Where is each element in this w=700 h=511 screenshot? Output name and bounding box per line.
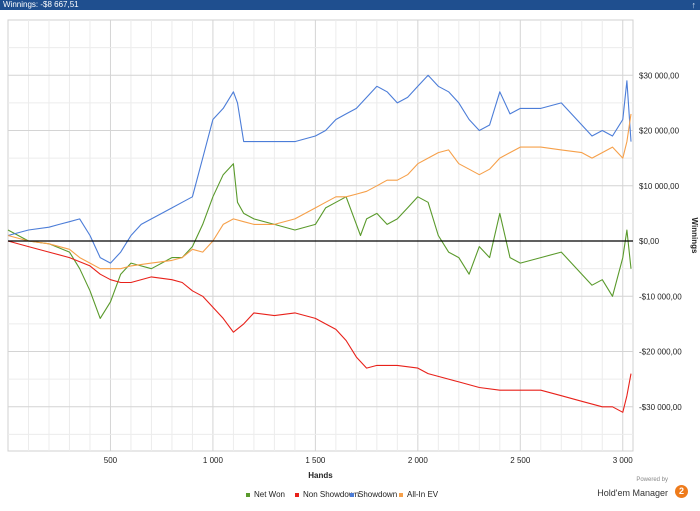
x-tick-label: 1 000 bbox=[203, 456, 224, 465]
y-tick-label: -$20 000,00 bbox=[639, 348, 682, 357]
powered-by-label: Powered by bbox=[636, 477, 668, 483]
series-line-non-showdown bbox=[7, 240, 632, 413]
legend-item[interactable]: Net Won bbox=[246, 490, 285, 499]
y-tick-label: -$30 000,00 bbox=[639, 403, 682, 412]
legend-swatch bbox=[295, 492, 299, 497]
legend-label: Non Showdown bbox=[303, 490, 360, 499]
x-tick-label: 1 500 bbox=[305, 456, 326, 465]
x-tick-label: 2 500 bbox=[510, 456, 531, 465]
winnings-chart: 500 1 000 1 500 2 000 2 500 3 000 $30 000,00 $2… bbox=[7, 19, 699, 480]
title-bar: Winnings: -$8 667,51 ↑ bbox=[0, 0, 700, 10]
y-tick-label: $10 000,00 bbox=[639, 182, 680, 191]
window-title: Winnings: -$8 667,51 bbox=[3, 0, 79, 9]
legend-swatch bbox=[350, 492, 354, 497]
legend-item[interactable]: Non Showdown bbox=[295, 490, 359, 499]
legend-swatch bbox=[246, 492, 250, 497]
legend-item[interactable]: All-In EV bbox=[399, 490, 438, 499]
hem-logo-icon: 2 bbox=[675, 485, 688, 498]
series-line-showdown bbox=[7, 74, 632, 264]
branding: Powered by Hold'em Manager 2 bbox=[568, 477, 688, 503]
legend-swatch bbox=[399, 492, 403, 497]
x-tick-label: 2 000 bbox=[408, 456, 429, 465]
y-tick-label: $20 000,00 bbox=[639, 127, 680, 136]
y-tick-label: $30 000,00 bbox=[639, 71, 680, 80]
y-axis-label: Winnings bbox=[690, 218, 699, 254]
legend-label: Showdown bbox=[358, 490, 398, 499]
series-line-net-won bbox=[7, 163, 632, 319]
legend: Net Won Non Showdown Showdown All-In EV bbox=[0, 490, 700, 502]
pin-icon[interactable]: ↑ bbox=[691, 0, 697, 10]
plot-background bbox=[7, 19, 634, 452]
x-tick-label: 3 000 bbox=[613, 456, 634, 465]
x-tick-label: 500 bbox=[104, 456, 118, 465]
legend-item[interactable]: Showdown bbox=[350, 490, 397, 499]
legend-label: All-In EV bbox=[407, 490, 439, 499]
legend-label: Net Won bbox=[254, 490, 285, 499]
y-tick-label: $0,00 bbox=[639, 237, 660, 246]
brand-name: Hold'em Manager bbox=[597, 488, 668, 498]
x-axis-label: Hands bbox=[308, 471, 333, 480]
series-line-all-in-ev bbox=[7, 113, 632, 270]
y-tick-label: -$10 000,00 bbox=[639, 292, 682, 301]
chart-area: 500 1 000 1 500 2 000 2 500 3 000 $30 000,00 $2… bbox=[0, 10, 700, 506]
